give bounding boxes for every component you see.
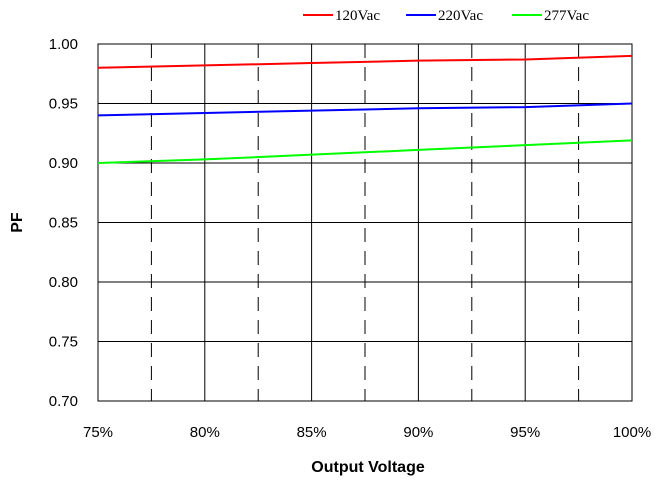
series-line-277Vac bbox=[97, 139, 633, 164]
series-line-120Vac bbox=[97, 54, 633, 69]
y-tick-label: 1.00 bbox=[49, 36, 78, 53]
y-tick-labels: 0.70 0.75 0.80 0.85 0.90 0.95 1.00 bbox=[49, 36, 78, 410]
x-tick-label: 80% bbox=[190, 424, 220, 441]
y-tick-label: 0.80 bbox=[49, 274, 78, 291]
x-tick-label: 100% bbox=[613, 424, 651, 441]
x-axis-title: Output Voltage bbox=[311, 459, 425, 476]
x-tick-label: 95% bbox=[510, 424, 540, 441]
x-tick-labels: 75% 80% 85% 90% 95% 100% bbox=[83, 424, 651, 441]
series-line-220Vac bbox=[97, 102, 633, 117]
y-axis-title: PF bbox=[9, 212, 26, 233]
y-tick-label: 0.95 bbox=[49, 96, 78, 113]
grid bbox=[98, 44, 632, 401]
y-tick-label: 0.70 bbox=[49, 393, 78, 410]
y-tick-label: 0.85 bbox=[49, 215, 78, 232]
plot-frame bbox=[97, 43, 633, 402]
legend-label: 220Vac bbox=[438, 8, 483, 24]
legend-label: 120Vac bbox=[335, 8, 380, 24]
y-tick-label: 0.75 bbox=[49, 334, 78, 351]
x-tick-label: 75% bbox=[83, 424, 113, 441]
x-tick-label: 85% bbox=[297, 424, 327, 441]
legend: 120Vac 220Vac 277Vac bbox=[303, 8, 589, 24]
y-tick-label: 0.90 bbox=[49, 155, 78, 172]
x-tick-label: 90% bbox=[403, 424, 433, 441]
series-lines bbox=[97, 54, 633, 164]
legend-label: 277Vac bbox=[544, 8, 589, 24]
